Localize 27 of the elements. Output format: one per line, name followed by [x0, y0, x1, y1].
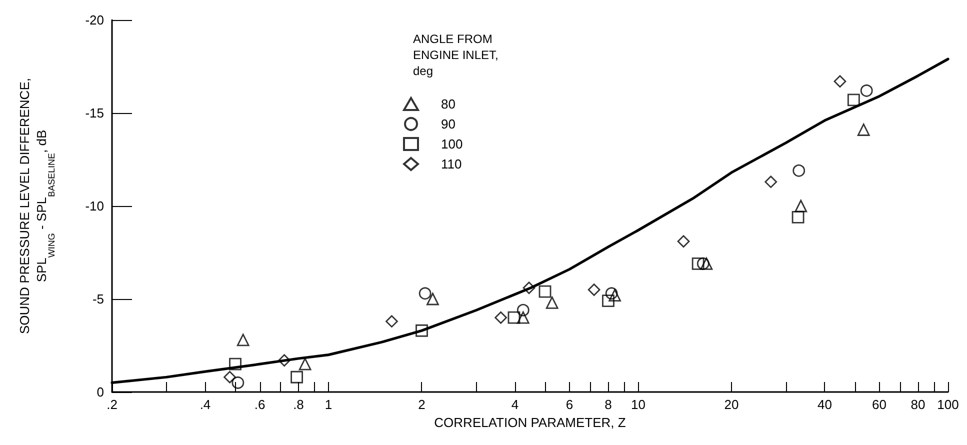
- x-tick-label: 8: [604, 397, 612, 412]
- x-tick-label: 4: [511, 397, 519, 412]
- y-tick-label: 0: [96, 384, 104, 400]
- legend-label: 90: [441, 116, 456, 132]
- x-tick-label: .4: [200, 397, 211, 412]
- x-tick-label: 60: [872, 397, 887, 412]
- y-tick-label: -15: [85, 106, 104, 120]
- y-tick-label: -10: [85, 198, 104, 214]
- legend-label: 80: [441, 96, 456, 112]
- legend-title: ANGLE FROM ENGINE INLET, deg: [413, 32, 498, 78]
- x-tick-label: 10: [631, 397, 646, 412]
- x-tick-label: .6: [254, 397, 266, 412]
- x-tick-label: 1: [324, 397, 332, 412]
- x-tick-label: 40: [818, 397, 832, 412]
- legend-label: 100: [441, 136, 463, 152]
- y-axis-title: SOUND PRESSURE LEVEL DIFFERENCE, SPLWING - SPLBASELINE, dB: [17, 78, 56, 334]
- x-tick-label: 100: [937, 397, 959, 412]
- x-axis-title: CORRELATION PARAMETER, Z: [434, 415, 626, 430]
- x-tick-label: 6: [566, 397, 574, 412]
- y-tick-label: -5: [92, 292, 104, 306]
- x-tick-label: .8: [293, 397, 304, 412]
- y-tick-label: -20: [85, 12, 104, 28]
- x-tick-label: 20: [724, 397, 739, 412]
- x-tick-label: 2: [418, 397, 426, 412]
- x-tick-label: 80: [910, 397, 926, 412]
- x-tick-label: .2: [106, 397, 118, 412]
- legend-label: 110: [441, 156, 462, 172]
